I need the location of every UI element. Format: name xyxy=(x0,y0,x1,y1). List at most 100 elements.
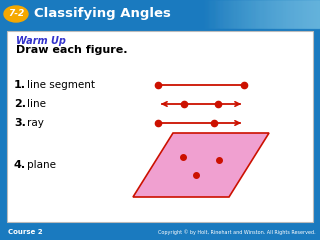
Bar xyxy=(227,0,228,28)
Bar xyxy=(269,0,270,28)
Bar xyxy=(200,0,201,28)
Bar xyxy=(258,0,259,28)
Bar xyxy=(284,0,285,28)
Bar xyxy=(226,0,227,28)
Bar xyxy=(236,0,237,28)
Bar xyxy=(295,0,296,28)
Bar xyxy=(285,0,286,28)
Bar xyxy=(212,0,213,28)
Bar xyxy=(308,0,309,28)
Bar xyxy=(237,0,238,28)
Bar xyxy=(7,31,313,222)
Bar xyxy=(287,0,288,28)
Bar xyxy=(248,0,249,28)
Bar xyxy=(298,0,299,28)
Bar xyxy=(244,0,245,28)
Bar xyxy=(219,0,220,28)
Bar xyxy=(300,0,301,28)
Bar xyxy=(275,0,276,28)
Text: 4.: 4. xyxy=(14,160,26,170)
Bar xyxy=(294,0,295,28)
Text: line: line xyxy=(27,99,46,109)
Bar xyxy=(272,0,273,28)
Bar xyxy=(225,0,226,28)
Bar xyxy=(218,0,219,28)
Bar xyxy=(257,0,258,28)
Bar xyxy=(292,0,293,28)
Bar xyxy=(231,0,232,28)
Bar xyxy=(302,0,303,28)
Bar xyxy=(0,0,320,28)
Bar xyxy=(221,0,222,28)
Bar xyxy=(202,0,203,28)
Bar xyxy=(207,0,208,28)
Polygon shape xyxy=(133,133,269,197)
Text: Copyright © by Holt, Rinehart and Winston. All Rights Reserved.: Copyright © by Holt, Rinehart and Winsto… xyxy=(158,229,316,235)
Bar xyxy=(203,0,204,28)
Bar xyxy=(259,0,260,28)
Bar xyxy=(313,0,314,28)
Bar xyxy=(240,0,241,28)
Bar xyxy=(232,0,233,28)
Bar xyxy=(224,0,225,28)
Bar xyxy=(271,0,272,28)
Bar xyxy=(264,0,265,28)
Bar xyxy=(318,0,319,28)
Bar xyxy=(260,0,261,28)
Bar xyxy=(319,0,320,28)
Bar xyxy=(204,0,205,28)
Bar xyxy=(299,0,300,28)
Bar xyxy=(249,0,250,28)
Bar xyxy=(238,0,239,28)
Text: plane: plane xyxy=(27,160,56,170)
Text: Classifying Angles: Classifying Angles xyxy=(34,7,171,20)
Bar xyxy=(279,0,280,28)
Bar xyxy=(291,0,292,28)
Text: 3.: 3. xyxy=(14,118,26,128)
Bar xyxy=(217,0,218,28)
Bar xyxy=(316,0,317,28)
Bar xyxy=(213,0,214,28)
Text: ray: ray xyxy=(27,118,44,128)
Bar xyxy=(273,0,274,28)
Bar xyxy=(311,0,312,28)
Bar xyxy=(262,0,263,28)
Bar xyxy=(201,0,202,28)
Bar xyxy=(317,0,318,28)
Bar xyxy=(220,0,221,28)
Bar xyxy=(209,0,210,28)
Bar xyxy=(304,0,305,28)
Bar xyxy=(208,0,209,28)
Bar xyxy=(243,0,244,28)
Bar xyxy=(247,0,248,28)
Bar xyxy=(278,0,279,28)
Bar xyxy=(250,0,251,28)
Bar xyxy=(280,0,281,28)
Text: 2.: 2. xyxy=(14,99,26,109)
Bar xyxy=(254,0,255,28)
Bar xyxy=(277,0,278,28)
Ellipse shape xyxy=(4,6,28,22)
Bar xyxy=(293,0,294,28)
Bar xyxy=(214,0,215,28)
Bar xyxy=(290,0,291,28)
Bar xyxy=(310,0,311,28)
Bar xyxy=(312,0,313,28)
Bar xyxy=(245,0,246,28)
Bar xyxy=(210,0,211,28)
Bar xyxy=(242,0,243,28)
Bar xyxy=(239,0,240,28)
Bar xyxy=(215,0,216,28)
Bar xyxy=(288,0,289,28)
Bar xyxy=(256,0,257,28)
Text: Course 2: Course 2 xyxy=(8,229,43,235)
Bar xyxy=(282,0,283,28)
Bar xyxy=(315,0,316,28)
Bar xyxy=(274,0,275,28)
Bar xyxy=(206,0,207,28)
Bar xyxy=(305,0,306,28)
Bar xyxy=(276,0,277,28)
Bar xyxy=(251,0,252,28)
Bar xyxy=(301,0,302,28)
Bar xyxy=(228,0,229,28)
